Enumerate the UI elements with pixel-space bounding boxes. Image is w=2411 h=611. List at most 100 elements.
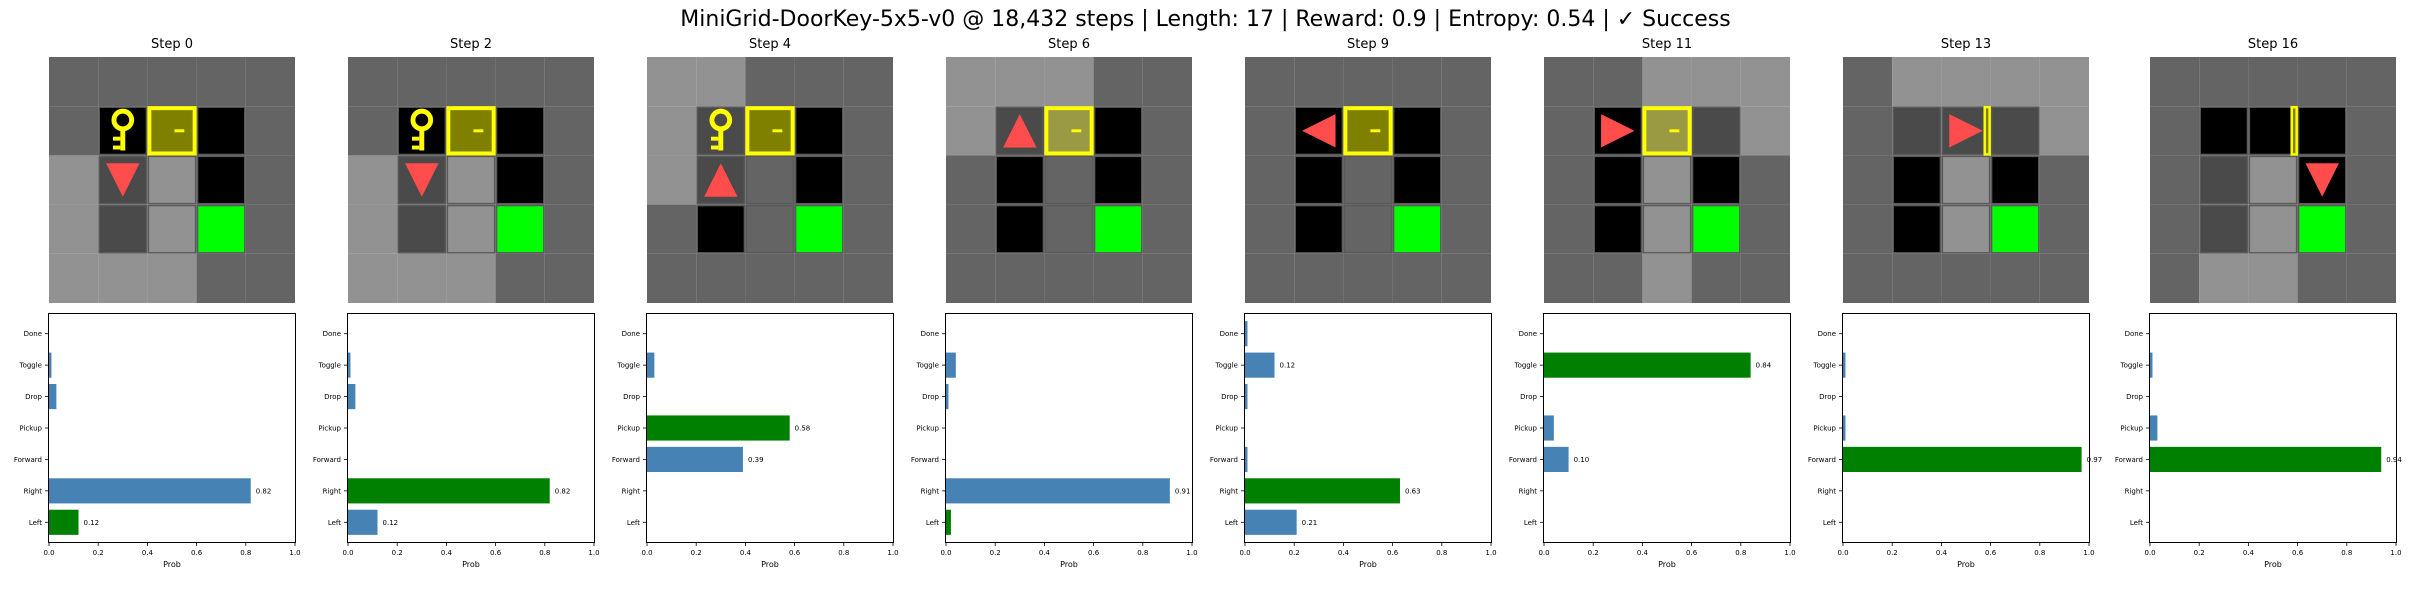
y-tick-label: Left [627, 519, 640, 527]
x-tick-label: 0.4 [441, 549, 453, 557]
grid-cell [794, 253, 844, 303]
x-tick-label: 0.4 [142, 549, 154, 557]
grid-cell [794, 57, 844, 107]
door-handle-icon [174, 129, 185, 133]
x-tick-label: 0.2 [1588, 549, 1599, 557]
floor-cell [147, 155, 197, 205]
action-prob-chart: Left 0.12 Right 0.82 Forward Pickup Drop Toggle… [14, 313, 301, 569]
x-tick-label: 0.2 [392, 549, 403, 557]
agent-icon [1302, 114, 1336, 148]
x-axis-label: Prob [462, 560, 480, 569]
y-tick-label: Left [2130, 519, 2143, 527]
grid-cell [843, 106, 893, 156]
key-icon [709, 108, 733, 151]
grid-cell [1544, 204, 1594, 254]
door-icon [745, 106, 795, 156]
bar-drop [1245, 384, 1248, 410]
floor-cell [1593, 204, 1643, 254]
bar-drop [946, 384, 949, 410]
grid-cell [2199, 253, 2249, 303]
y-tick-label: Done [24, 330, 42, 338]
y-tick-label: Right [323, 487, 342, 495]
grid-cell [495, 57, 545, 107]
x-axis-label: Prob [1060, 560, 1078, 569]
y-tick-label: Pickup [617, 425, 640, 433]
grid-cell [1142, 57, 1192, 107]
x-tick-label: 0.8 [240, 549, 251, 557]
x-tick-label: 0.0 [43, 549, 54, 557]
x-tick-label: 0.2 [691, 549, 702, 557]
grid-cell [1740, 106, 1790, 156]
bar-done [1245, 321, 1248, 347]
grid-cell [348, 155, 398, 205]
bar-toggle [348, 352, 351, 378]
grid-cell [1892, 253, 1942, 303]
x-tick-label: 1.0 [1186, 549, 1197, 557]
grid-cell [647, 57, 697, 107]
grid-cell [647, 106, 697, 156]
x-tick-label: 1.0 [1485, 549, 1496, 557]
y-tick-label: Pickup [1813, 425, 1836, 433]
grid-cell [1245, 106, 1295, 156]
y-tick-label: Drop [1221, 393, 1238, 401]
bar-pickup [2150, 415, 2158, 441]
grid-observation [348, 57, 594, 303]
floor-cell [98, 204, 148, 254]
grid-cell [2150, 204, 2200, 254]
grid-cell [1441, 57, 1491, 107]
step-title: Step 2 [449, 37, 492, 52]
grid-cell [544, 204, 594, 254]
grid-cell [946, 57, 996, 107]
floor-cell [196, 155, 246, 205]
y-tick-label: Drop [922, 393, 939, 401]
y-tick-label: Left [29, 519, 42, 527]
bar-pickup [1843, 415, 1846, 441]
floor-cell [2199, 106, 2249, 156]
floor-cell [1691, 155, 1741, 205]
grid-cell [1593, 57, 1643, 107]
floor-cell [2248, 106, 2298, 156]
floor-cell [446, 155, 496, 205]
bar-pickup [647, 415, 790, 441]
door-icon [147, 106, 197, 156]
y-tick-label: Right [1220, 487, 1239, 495]
floor-cell [794, 155, 844, 205]
grid-cell [1441, 204, 1491, 254]
agent-icon [1949, 114, 1983, 148]
grid-cell [1642, 57, 1692, 107]
bar-toggle [946, 352, 956, 378]
floor-cell [1044, 204, 1094, 254]
data-label: 0.94 [2386, 456, 2402, 464]
grid-observation [1843, 57, 2089, 303]
bar-left [348, 509, 378, 535]
grid-cell [647, 204, 697, 254]
x-tick-label: 0.4 [1637, 549, 1649, 557]
grid-cell [2346, 204, 2396, 254]
floor-cell [1343, 204, 1393, 254]
grid-cell [397, 253, 447, 303]
action-prob-chart: Left Right 0.91 Forward Pickup Drop Toggle Done… [911, 313, 1198, 569]
door-handle-icon [473, 129, 484, 133]
y-tick-label: Done [1220, 330, 1238, 338]
x-tick-label: 0.6 [789, 549, 801, 557]
y-tick-label: Right [1519, 487, 1538, 495]
y-tick-label: Left [1823, 519, 1836, 527]
grid-cell [1740, 155, 1790, 205]
grid-cell [1441, 155, 1491, 205]
key-icon [111, 108, 135, 151]
grid-cell [745, 253, 795, 303]
grid-cell [98, 57, 148, 107]
grid-cell [446, 253, 496, 303]
floor-cell [1294, 155, 1344, 205]
grid-cell [147, 253, 197, 303]
grid-cell [1691, 253, 1741, 303]
floor-cell [196, 106, 246, 156]
y-tick-label: Forward [612, 456, 640, 464]
data-label: 0.58 [795, 425, 811, 433]
y-tick-label: Pickup [318, 425, 341, 433]
grid-cell [2039, 253, 2089, 303]
grid-cell [1843, 57, 1893, 107]
x-tick-label: 0.6 [1088, 549, 1100, 557]
door-icon [2290, 105, 2298, 156]
grid-cell [1343, 57, 1393, 107]
